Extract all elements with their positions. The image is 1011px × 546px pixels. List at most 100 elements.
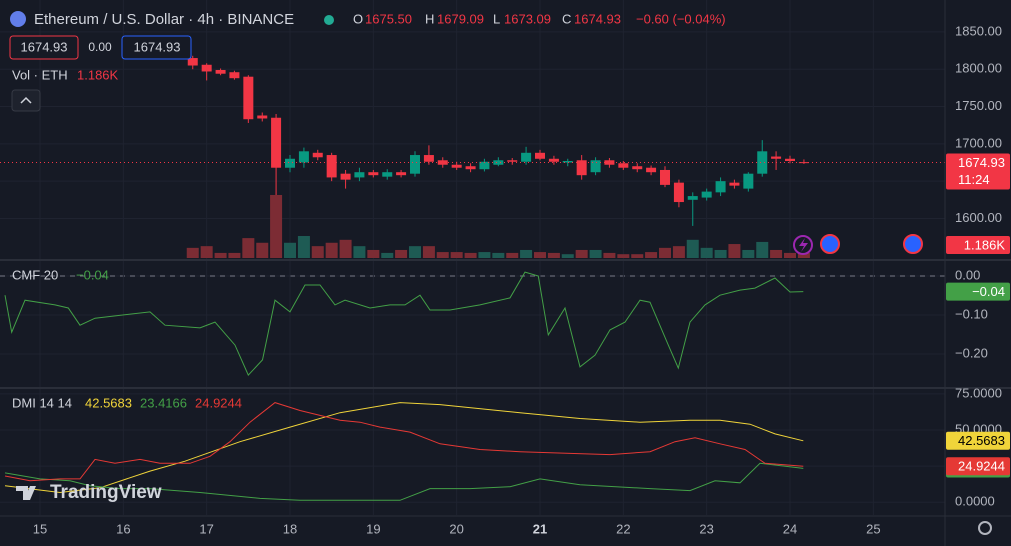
volume-bar [381,252,394,258]
x-tick-label: 17 [199,521,213,536]
countdown: 11:24 [958,172,990,187]
candle-body [368,172,379,176]
volume-bar [728,244,741,258]
marks-layer [0,55,945,501]
ohlc-value: 1673.09 [504,11,551,26]
candle-body [382,172,393,177]
y-tick-label: 1750.00 [955,98,1002,113]
volume-bar [506,252,519,258]
volume-bar [797,252,810,258]
volume-bar [714,249,727,258]
candle-body [493,160,504,165]
volume-bar [395,249,408,258]
y-tick-label: 1700.00 [955,135,1002,150]
volume-bar [589,249,602,258]
volume-bar [520,249,533,258]
candle-body [687,196,698,200]
volume-bar [672,246,685,258]
volume-bar [186,247,199,258]
volume-tag: 1.186K [964,237,1006,252]
value-tag-bg [946,431,1010,450]
value-tag-bg [946,457,1010,476]
volume-bar [742,249,755,258]
volume-bar [311,246,324,258]
volume-bar [228,252,241,258]
candle-body [201,64,212,72]
price-tag-bg [946,153,1010,190]
volume-bar [214,252,227,258]
y-tick-label: −0.10 [955,306,988,321]
volume-bar [603,252,616,258]
volume-bar [436,252,449,258]
volume-bar [200,246,213,258]
change: −0.60 (−0.04%) [636,11,726,26]
x-tick-label: 20 [449,521,463,536]
candle-body [590,160,601,173]
candle-body [660,169,670,185]
dmi-value: 42.5683 [85,395,132,410]
volume-bar [478,252,491,258]
indicator-line [4,402,804,482]
candle-body [701,191,712,198]
ohlc-name: L [493,11,500,26]
volume-bar [784,252,796,258]
candle-body [298,151,309,163]
y-tick-label: 75.0000 [955,385,1002,400]
candle-body [673,182,684,203]
sell-button[interactable] [9,35,79,60]
candle-body [576,160,587,176]
indicator-line [4,271,804,376]
collapse-button[interactable] [11,89,41,112]
volume-bar [492,252,505,258]
y-tick-label: 1850.00 [955,23,1002,38]
volume-tag-bg [946,235,1010,254]
dmi-value: 24.9244 [195,395,242,410]
volume-bar [617,254,630,258]
candle-body [257,115,268,119]
candle-body [618,163,629,168]
candle-body [423,155,434,162]
collapse-icon [20,96,32,104]
volume-bar [409,246,421,258]
volume-value: 1.186K [77,67,119,82]
market-status [324,15,334,25]
ohlc-name: O [353,11,363,26]
candle-body [548,158,559,162]
volume-bar [353,246,366,258]
volume-bar [700,247,713,258]
candle-body [771,156,782,159]
candle-body [229,72,240,79]
volume-bar [645,252,658,258]
volume-bar [256,242,269,258]
candle-body [562,161,573,163]
flag-icon[interactable] [820,234,840,254]
x-tick-label: 24 [783,521,797,536]
volume-bar [367,249,380,258]
ohlc-name: H [425,11,434,26]
settings-icon[interactable] [978,521,992,535]
candle-body [243,76,254,120]
volume-bar [284,242,296,258]
candle-body [743,173,754,189]
coin-icon [10,11,26,27]
buy-price: 1674.93 [134,39,181,54]
x-tick-label: 23 [699,521,713,536]
y-tick-label: 0.0000 [955,494,995,509]
indicator-line [4,402,804,494]
buy-button[interactable] [121,35,192,60]
candle-body [271,117,282,168]
volume-bar [686,239,699,258]
candle-body [465,166,476,170]
y-tick-label: 0.00 [955,267,980,282]
volume-bar [770,249,783,258]
volume-bar [756,241,769,258]
flag-icon[interactable] [903,234,923,254]
dmi-legend: 42.5683 23.4166 24.9244 [85,395,242,410]
candle-body [729,182,740,186]
volume-bar [339,239,352,258]
candle-body [410,155,420,174]
cmf-title: CMF 20 [12,267,58,282]
volume-bar [659,247,671,258]
x-tick-label: 25 [866,521,880,536]
